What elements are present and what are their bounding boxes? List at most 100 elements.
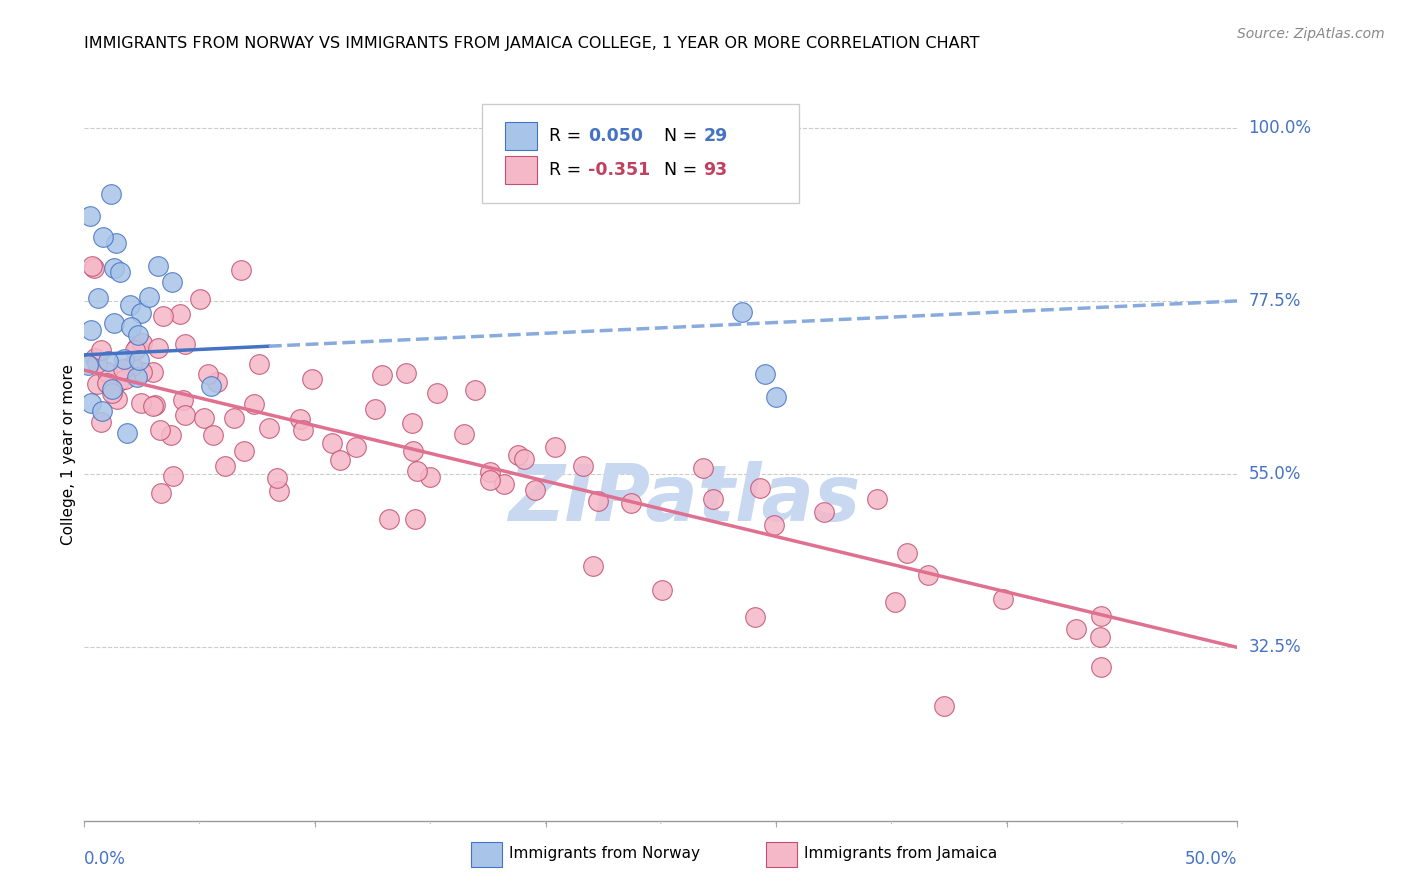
Point — [344, 440, 367, 454]
Point — [401, 416, 423, 430]
Point — [77, 359, 100, 373]
Point — [651, 582, 673, 597]
Text: 0.0%: 0.0% — [84, 850, 127, 868]
Point — [813, 505, 835, 519]
Point — [100, 187, 122, 202]
Point — [121, 359, 143, 373]
Point — [991, 591, 1014, 606]
Point — [96, 376, 118, 390]
Point — [292, 423, 315, 437]
Point — [702, 491, 724, 506]
Point — [404, 512, 426, 526]
Point — [125, 370, 148, 384]
Point — [492, 477, 515, 491]
Point — [202, 428, 225, 442]
Point — [883, 595, 905, 609]
Text: 55.0%: 55.0% — [1249, 465, 1301, 483]
Point — [377, 512, 399, 526]
Text: Immigrants from Norway: Immigrants from Norway — [509, 847, 700, 861]
Point — [146, 341, 169, 355]
Point — [917, 568, 939, 582]
Point — [506, 448, 529, 462]
Point — [80, 260, 103, 274]
Point — [160, 275, 183, 289]
Text: R =: R = — [548, 127, 586, 145]
Point — [257, 421, 280, 435]
Point — [419, 470, 441, 484]
Point — [572, 459, 595, 474]
Point — [118, 298, 141, 312]
Point — [100, 382, 122, 396]
Point — [84, 351, 107, 365]
Point — [290, 411, 312, 425]
Point — [544, 440, 567, 454]
Point — [395, 366, 418, 380]
Point — [112, 352, 135, 367]
Point — [131, 335, 153, 350]
Text: Source: ZipAtlas.com: Source: ZipAtlas.com — [1237, 27, 1385, 41]
Y-axis label: College, 1 year or more: College, 1 year or more — [60, 365, 76, 545]
Text: ZIPatlas: ZIPatlas — [508, 461, 860, 537]
Text: 93: 93 — [703, 161, 727, 179]
Point — [193, 411, 215, 425]
Point — [1090, 660, 1112, 674]
Point — [222, 410, 245, 425]
Point — [730, 305, 752, 319]
Text: N =: N = — [664, 127, 703, 145]
Point — [453, 426, 475, 441]
Point — [108, 374, 131, 388]
Point — [1088, 630, 1111, 644]
Text: 32.5%: 32.5% — [1249, 639, 1301, 657]
Point — [267, 483, 290, 498]
Point — [478, 465, 501, 479]
Point — [83, 261, 105, 276]
Point — [90, 404, 112, 418]
Point — [97, 354, 120, 368]
Point — [127, 327, 149, 342]
Point — [371, 368, 394, 383]
Text: 50.0%: 50.0% — [1185, 850, 1237, 868]
FancyBboxPatch shape — [505, 156, 537, 185]
Point — [103, 316, 125, 330]
Point — [120, 320, 142, 334]
Point — [233, 443, 256, 458]
Point — [402, 444, 425, 458]
Text: 100.0%: 100.0% — [1249, 119, 1312, 136]
Point — [513, 452, 536, 467]
Point — [692, 460, 714, 475]
Point — [406, 464, 429, 478]
Point — [523, 483, 546, 497]
Point — [754, 367, 776, 381]
Point — [200, 378, 222, 392]
Point — [91, 230, 114, 244]
Point — [426, 385, 449, 400]
Point — [247, 357, 270, 371]
Point — [588, 494, 610, 508]
Point — [581, 559, 603, 574]
Point — [96, 364, 118, 378]
Text: IMMIGRANTS FROM NORWAY VS IMMIGRANTS FROM JAMAICA COLLEGE, 1 YEAR OR MORE CORREL: IMMIGRANTS FROM NORWAY VS IMMIGRANTS FRO… — [84, 36, 980, 51]
Point — [478, 473, 501, 487]
Point — [79, 209, 101, 223]
Point — [79, 323, 101, 337]
Point — [80, 396, 103, 410]
Point — [207, 375, 229, 389]
Point — [1064, 622, 1087, 636]
Point — [146, 260, 169, 274]
Point — [103, 261, 125, 276]
Point — [231, 262, 253, 277]
Point — [105, 392, 128, 406]
Point — [142, 399, 165, 413]
Point — [162, 469, 184, 483]
Point — [141, 366, 163, 380]
Point — [101, 385, 124, 400]
Point — [744, 610, 766, 624]
Point — [266, 471, 288, 485]
Point — [131, 365, 153, 379]
Point — [128, 353, 150, 368]
Text: Immigrants from Jamaica: Immigrants from Jamaica — [804, 847, 997, 861]
Point — [896, 546, 918, 560]
FancyBboxPatch shape — [505, 122, 537, 150]
Point — [108, 265, 131, 279]
Point — [87, 291, 110, 305]
